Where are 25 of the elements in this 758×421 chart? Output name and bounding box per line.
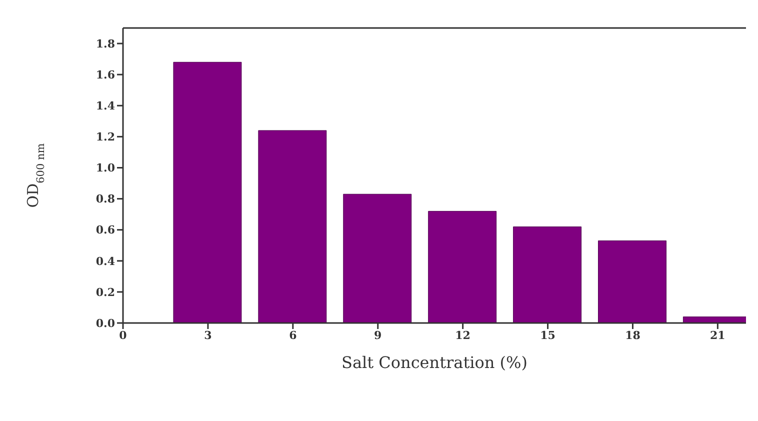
- bar: [343, 194, 412, 323]
- bar: [598, 240, 666, 323]
- x-tick-label: 9: [374, 328, 382, 342]
- y-tick-label: 0.6: [96, 224, 116, 237]
- y-tick-label: 1.4: [96, 100, 116, 113]
- x-axis-title: Salt Concentration (%): [342, 353, 528, 372]
- bar: [513, 226, 582, 323]
- y-tick-label: 0.2: [96, 286, 115, 299]
- x-tick-label: 0: [119, 328, 128, 342]
- y-tick-label: 0.8: [96, 192, 116, 206]
- y-tick-label: 1.8: [96, 37, 116, 50]
- y-tick-label: 1.2: [96, 130, 115, 144]
- x-tick-label: 21: [710, 328, 726, 342]
- x-tick-label: 18: [625, 328, 641, 342]
- y-tick-label: 0.0: [96, 316, 116, 330]
- x-tick-label: 12: [455, 328, 470, 342]
- x-tick-label: 6: [289, 328, 298, 342]
- y-tick-label: 0.4: [96, 254, 116, 268]
- bar: [173, 62, 242, 323]
- x-tick-label: 15: [540, 328, 556, 342]
- y-tick-label: 1.0: [96, 162, 116, 175]
- x-tick-label: 3: [204, 328, 212, 342]
- bar: [428, 210, 497, 323]
- bar: [258, 130, 327, 323]
- y-tick-label: 1.6: [96, 68, 116, 82]
